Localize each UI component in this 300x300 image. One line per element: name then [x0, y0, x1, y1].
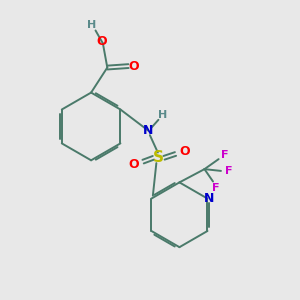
Text: F: F [212, 183, 220, 193]
Text: N: N [143, 124, 154, 137]
Text: O: O [96, 35, 107, 48]
Text: N: N [204, 192, 214, 205]
Text: H: H [158, 110, 167, 120]
Text: S: S [153, 150, 164, 165]
Text: O: O [128, 60, 139, 73]
Text: O: O [180, 145, 190, 158]
Text: O: O [128, 158, 139, 171]
Text: F: F [221, 150, 229, 160]
Text: F: F [225, 167, 233, 176]
Text: H: H [87, 20, 96, 30]
